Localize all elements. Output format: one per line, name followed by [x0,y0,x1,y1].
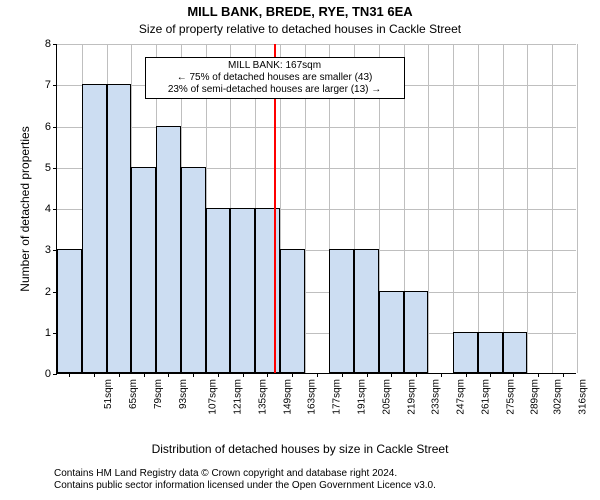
xtick-label: 191sqm [357,379,368,415]
annotation-line1: MILL BANK: 167sqm [150,60,400,72]
histogram-bar [503,332,528,373]
xtick-mark [391,373,392,377]
ytick-mark [53,44,57,45]
histogram-bar [156,126,181,374]
annotation-line2: ← 75% of detached houses are smaller (43… [150,72,400,84]
xtick-label: 121sqm [233,379,244,415]
xtick-label: 261sqm [480,379,491,415]
xtick-mark [342,373,343,377]
xtick-label: 205sqm [381,379,392,415]
annotation-box: MILL BANK: 167sqm← 75% of detached house… [145,57,405,99]
histogram-bar [404,291,429,374]
xtick-mark [466,373,467,377]
xtick-label: 247sqm [456,379,467,415]
histogram-bar [255,208,280,373]
histogram-bar [379,291,404,374]
xtick-label: 51sqm [103,379,114,409]
vgrid-line [552,44,553,373]
vgrid-line [577,44,578,373]
xtick-mark [69,373,70,377]
xtick-mark [168,373,169,377]
histogram-bar [131,167,156,373]
histogram-bar [206,208,231,373]
xtick-mark [317,373,318,377]
xtick-label: 289sqm [530,379,541,415]
histogram-bar [280,249,305,373]
y-axis-label: Number of detached properties [18,44,32,374]
ytick-label: 3 [45,244,51,256]
xtick-label: 79sqm [153,379,164,409]
xtick-label: 233sqm [431,379,442,415]
ytick-label: 0 [45,368,51,380]
xtick-mark [218,373,219,377]
xtick-mark [416,373,417,377]
chart-title-line1: MILL BANK, BREDE, RYE, TN31 6EA [0,4,600,19]
footer-line1: Contains HM Land Registry data © Crown c… [54,468,436,480]
ytick-mark [53,168,57,169]
xtick-label: 316sqm [578,379,589,415]
footer-line2: Contains public sector information licen… [54,480,436,492]
ytick-label: 1 [45,327,51,339]
ytick-label: 6 [45,121,51,133]
xtick-label: 93sqm [178,379,189,409]
xtick-mark [243,373,244,377]
xtick-label: 163sqm [307,379,318,415]
xtick-mark [119,373,120,377]
xtick-label: 107sqm [208,379,219,415]
histogram-bar [82,84,107,373]
histogram-bar [329,249,354,373]
ytick-label: 5 [45,162,51,174]
xtick-label: 65sqm [128,379,139,409]
histogram-bar [478,332,503,373]
xtick-label: 219sqm [406,379,417,415]
vgrid-line [478,44,479,373]
chart-title-line2: Size of property relative to detached ho… [0,22,600,36]
ytick-label: 8 [45,38,51,50]
xtick-mark [490,373,491,377]
histogram-bar [57,249,82,373]
xtick-label: 135sqm [258,379,269,415]
xtick-label: 275sqm [505,379,516,415]
vgrid-line [527,44,528,373]
xtick-mark [538,373,539,377]
histogram-bar [230,208,255,373]
ytick-mark [53,374,57,375]
vgrid-line [503,44,504,373]
histogram-bar [354,249,379,373]
ytick-mark [53,127,57,128]
vgrid-line [428,44,429,373]
hgrid-line [57,44,576,45]
ytick-label: 4 [45,203,51,215]
annotation-line3: 23% of semi-detached houses are larger (… [150,84,400,96]
ytick-mark [53,85,57,86]
hgrid-line [57,127,576,128]
vgrid-line [453,44,454,373]
ytick-label: 2 [45,286,51,298]
ytick-mark [53,209,57,210]
histogram-plot-area: 01234567851sqm65sqm79sqm93sqm107sqm121sq… [56,44,576,374]
xtick-mark [292,373,293,377]
xtick-mark [513,373,514,377]
xtick-mark [563,373,564,377]
xtick-label: 177sqm [332,379,343,415]
xtick-mark [193,373,194,377]
histogram-bar [453,332,478,373]
ytick-label: 7 [45,79,51,91]
footer-attribution: Contains HM Land Registry data © Crown c… [54,468,436,492]
xtick-mark [144,373,145,377]
x-axis-label: Distribution of detached houses by size … [0,442,600,456]
histogram-bar [107,84,132,373]
xtick-label: 302sqm [553,379,564,415]
xtick-mark [94,373,95,377]
xtick-mark [441,373,442,377]
xtick-mark [367,373,368,377]
xtick-mark [267,373,268,377]
xtick-label: 149sqm [282,379,293,415]
histogram-bar [181,167,206,373]
